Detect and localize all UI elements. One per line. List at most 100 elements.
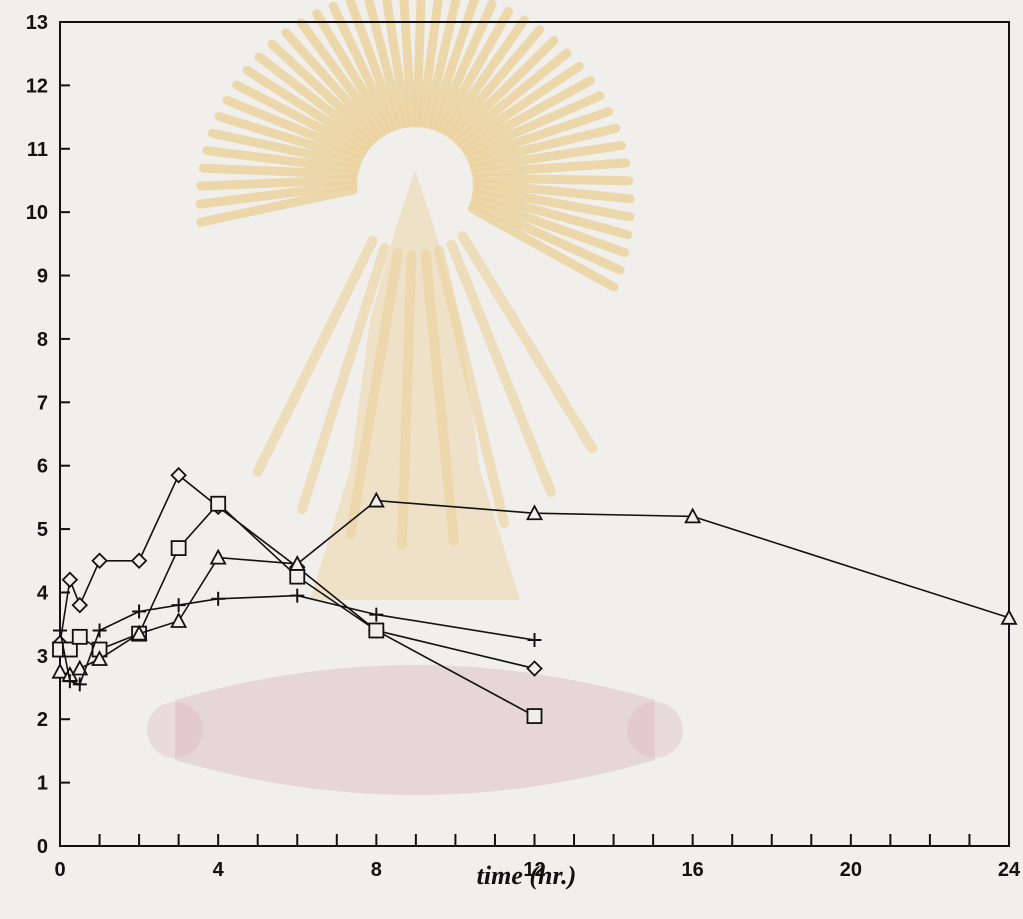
triangle-marker [288, 555, 306, 571]
x-tick-label: 24 [998, 859, 1021, 881]
emblem-ray [434, 245, 510, 529]
y-tick-label: 7 [37, 392, 48, 414]
emblem-ray [467, 204, 619, 292]
triangle-marker [71, 659, 89, 676]
emblem-ray [312, 9, 392, 135]
emblem-ray [296, 243, 390, 515]
emblem-ray [214, 112, 363, 164]
triangle-marker [1000, 608, 1018, 625]
emblem-ray [470, 194, 630, 258]
x-tick-label: 12 [523, 859, 545, 881]
emblem-ray [469, 199, 625, 275]
emblem-ray [397, 249, 417, 550]
emblem-sun [363, 133, 467, 237]
emblem-ray [432, 0, 497, 132]
series-layer [51, 466, 1018, 724]
triangle-marker [367, 491, 385, 508]
y-tick-label: 9 [37, 266, 48, 288]
emblem-ray [471, 189, 633, 240]
emblem-ray [454, 48, 572, 146]
series-line-plus [59, 594, 535, 686]
x-tick-label: 4 [213, 859, 225, 881]
diamond-marker [130, 552, 148, 570]
emblem-ray [281, 28, 383, 140]
y-tick-label: 3 [37, 646, 48, 668]
y-tick-label: 1 [37, 773, 48, 795]
y-tick-label: 13 [26, 12, 48, 34]
emblem-ray [202, 146, 360, 174]
emblem-ray [446, 25, 545, 139]
emblem-ray [442, 15, 529, 137]
emblem-ray [267, 39, 379, 144]
emblem-ray [472, 173, 634, 186]
emblem-ray [364, 0, 406, 130]
triangle-marker [170, 612, 188, 628]
y-tick-label: 2 [37, 709, 48, 731]
emblem-ray [242, 65, 372, 151]
emblem-ray [457, 61, 584, 150]
y-tick-label: 0 [37, 836, 48, 858]
emblem-ray [472, 183, 635, 222]
emblem-ray [412, 0, 426, 128]
emblem-ray [195, 180, 358, 209]
emblem-ray [437, 6, 513, 134]
triangle-marker [684, 507, 702, 524]
emblem-ray [461, 76, 595, 154]
y-tick-label: 8 [37, 329, 48, 351]
square-marker [71, 628, 88, 645]
square-marker [61, 641, 78, 658]
diamond-marker [91, 552, 108, 570]
square-marker [289, 568, 306, 585]
emblem-ray [328, 1, 396, 133]
square-marker [526, 708, 543, 724]
diamond-marker [170, 466, 187, 484]
square-marker [170, 540, 187, 556]
x-tick-label: 16 [682, 859, 704, 881]
emblem-ray [466, 107, 614, 163]
emblem-ray [463, 91, 605, 158]
emblem-ray [457, 231, 598, 454]
series-line-diamond [59, 473, 535, 670]
y-tick-label: 11 [27, 139, 48, 161]
triangle-marker [91, 650, 109, 666]
triangle-marker [525, 504, 544, 521]
emblem-ray [446, 239, 556, 497]
diamond-marker [71, 596, 89, 614]
emblem-ray [198, 163, 359, 179]
emblem-ray [345, 0, 401, 131]
emblem-ray [470, 140, 627, 173]
emblem-ray [252, 235, 378, 477]
series-plus [53, 588, 542, 692]
emblem-ray [422, 0, 461, 129]
x-tick-label: 20 [840, 859, 862, 881]
triangle-marker [130, 624, 148, 641]
emblem-pagoda [310, 170, 520, 600]
y-tick-label: 5 [37, 519, 48, 541]
diamond-marker [526, 660, 543, 677]
emblem-ray [254, 52, 375, 147]
emblem-ray [471, 158, 631, 178]
y-tick-label: 10 [26, 202, 48, 224]
emblem-ray [420, 249, 459, 546]
emblem-ray [222, 95, 366, 160]
y-tick-label: 12 [26, 75, 48, 97]
emblem-ray [232, 80, 369, 155]
x-axis-label: time (hr.) [477, 861, 577, 890]
x-tick-label: 8 [371, 859, 382, 881]
series-line-triangle [59, 499, 1010, 676]
emblem-ray [417, 0, 443, 128]
emblem-ray [345, 247, 403, 539]
x-tick-label: 0 [54, 859, 65, 881]
emblem-ray [207, 128, 362, 169]
square-marker [368, 622, 385, 639]
emblem-base [175, 665, 655, 795]
y-tick-label: 6 [37, 456, 48, 478]
emblem-ray [399, 0, 417, 128]
triangle-marker [209, 548, 227, 565]
y-tick-label: 4 [37, 582, 49, 604]
square-marker [210, 495, 227, 512]
emblem-ray [450, 36, 559, 143]
emblem-ray [427, 0, 479, 130]
